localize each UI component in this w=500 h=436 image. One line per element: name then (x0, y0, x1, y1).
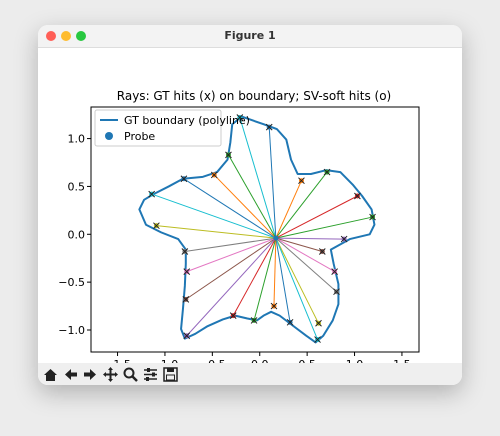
gt-hit (229, 312, 237, 319)
axes-frame (90, 106, 420, 353)
gt-hit (315, 319, 322, 327)
gt-hit (148, 190, 156, 198)
gt-hit (286, 318, 294, 326)
y-tick-label: 1.0 (68, 133, 86, 146)
gt-hit (183, 268, 191, 275)
ray (232, 237, 277, 316)
ray (275, 216, 373, 239)
x-tick-label: 0.0 (251, 358, 268, 364)
x-tick-label: 1.5 (393, 358, 411, 364)
gt-hit (333, 288, 340, 296)
ray (275, 237, 345, 240)
ray (275, 237, 319, 324)
gt-hit (318, 248, 326, 255)
boundary-line (138, 115, 376, 344)
back-button[interactable] (62, 366, 79, 383)
gt-hit (298, 177, 305, 185)
gt-hit (210, 171, 218, 179)
gt-hit (180, 175, 188, 183)
ray (151, 193, 277, 239)
ray (185, 237, 277, 300)
ray (156, 225, 276, 239)
ray (275, 237, 319, 340)
ray (275, 237, 337, 293)
title-bar: Figure 1 (38, 25, 462, 48)
x-tick-label: −0.5 (199, 358, 226, 364)
toolbar (38, 363, 462, 385)
gt-hit (354, 192, 361, 200)
gt-hit (182, 296, 190, 303)
window: Figure 1 Rays: GT hits (x) on boundary; … (38, 25, 462, 385)
gt-hit (183, 332, 191, 340)
ray (268, 127, 277, 239)
y-tick-label: 0.5 (68, 180, 86, 193)
minimize-button[interactable] (61, 31, 71, 41)
ray (275, 180, 302, 239)
window-title: Figure 1 (224, 29, 276, 42)
save-button[interactable] (162, 366, 179, 383)
gt-hit (236, 114, 244, 121)
gt-hit (225, 151, 232, 159)
pan-button[interactable] (102, 366, 119, 383)
gt-hit (314, 336, 321, 343)
y-tick-label: −1.0 (58, 324, 85, 337)
x-tick-label: −1.5 (104, 358, 131, 364)
close-button[interactable] (46, 31, 56, 41)
zoom-button[interactable] (76, 31, 86, 41)
gt-hit (340, 235, 348, 243)
chart-title: Rays: GT hits (x) on boundary; SV-soft h… (117, 89, 391, 103)
gt-hit (323, 168, 331, 176)
probe (273, 235, 279, 241)
x-tick-label: −1.0 (152, 358, 179, 364)
chart: Rays: GT hits (x) on boundary; SV-soft h… (58, 89, 420, 364)
configure-button[interactable] (142, 366, 159, 383)
ray (275, 238, 291, 323)
ray (239, 117, 277, 239)
ray (275, 171, 328, 239)
ray (213, 174, 277, 239)
ray (275, 237, 323, 252)
gt-hit (250, 317, 258, 324)
legend-marker (105, 132, 113, 140)
x-tick-label: 1.0 (346, 358, 364, 364)
ray (183, 178, 277, 239)
forward-button[interactable] (82, 366, 99, 383)
legend-box (94, 109, 222, 147)
legend-label: Probe (124, 130, 155, 143)
gt-hit (270, 302, 278, 310)
y-tick-label: 0.0 (68, 228, 86, 241)
ray (184, 237, 276, 253)
y-tick-label: −0.5 (58, 276, 85, 289)
x-tick-label: 0.5 (298, 358, 316, 364)
ray (228, 154, 277, 239)
ray (275, 237, 335, 273)
ray (275, 195, 358, 239)
gt-hit (181, 248, 189, 255)
ray (186, 237, 277, 273)
gt-hit (369, 213, 376, 221)
zoom-tool-button[interactable] (122, 366, 139, 383)
ray (186, 237, 277, 337)
ray (253, 237, 277, 321)
ray (273, 238, 277, 307)
home-button[interactable] (42, 366, 59, 383)
gt-hit (153, 222, 160, 230)
gt-hit (265, 123, 273, 131)
legend-label: GT boundary (polyline) (124, 114, 250, 127)
gt-hit (331, 268, 338, 275)
